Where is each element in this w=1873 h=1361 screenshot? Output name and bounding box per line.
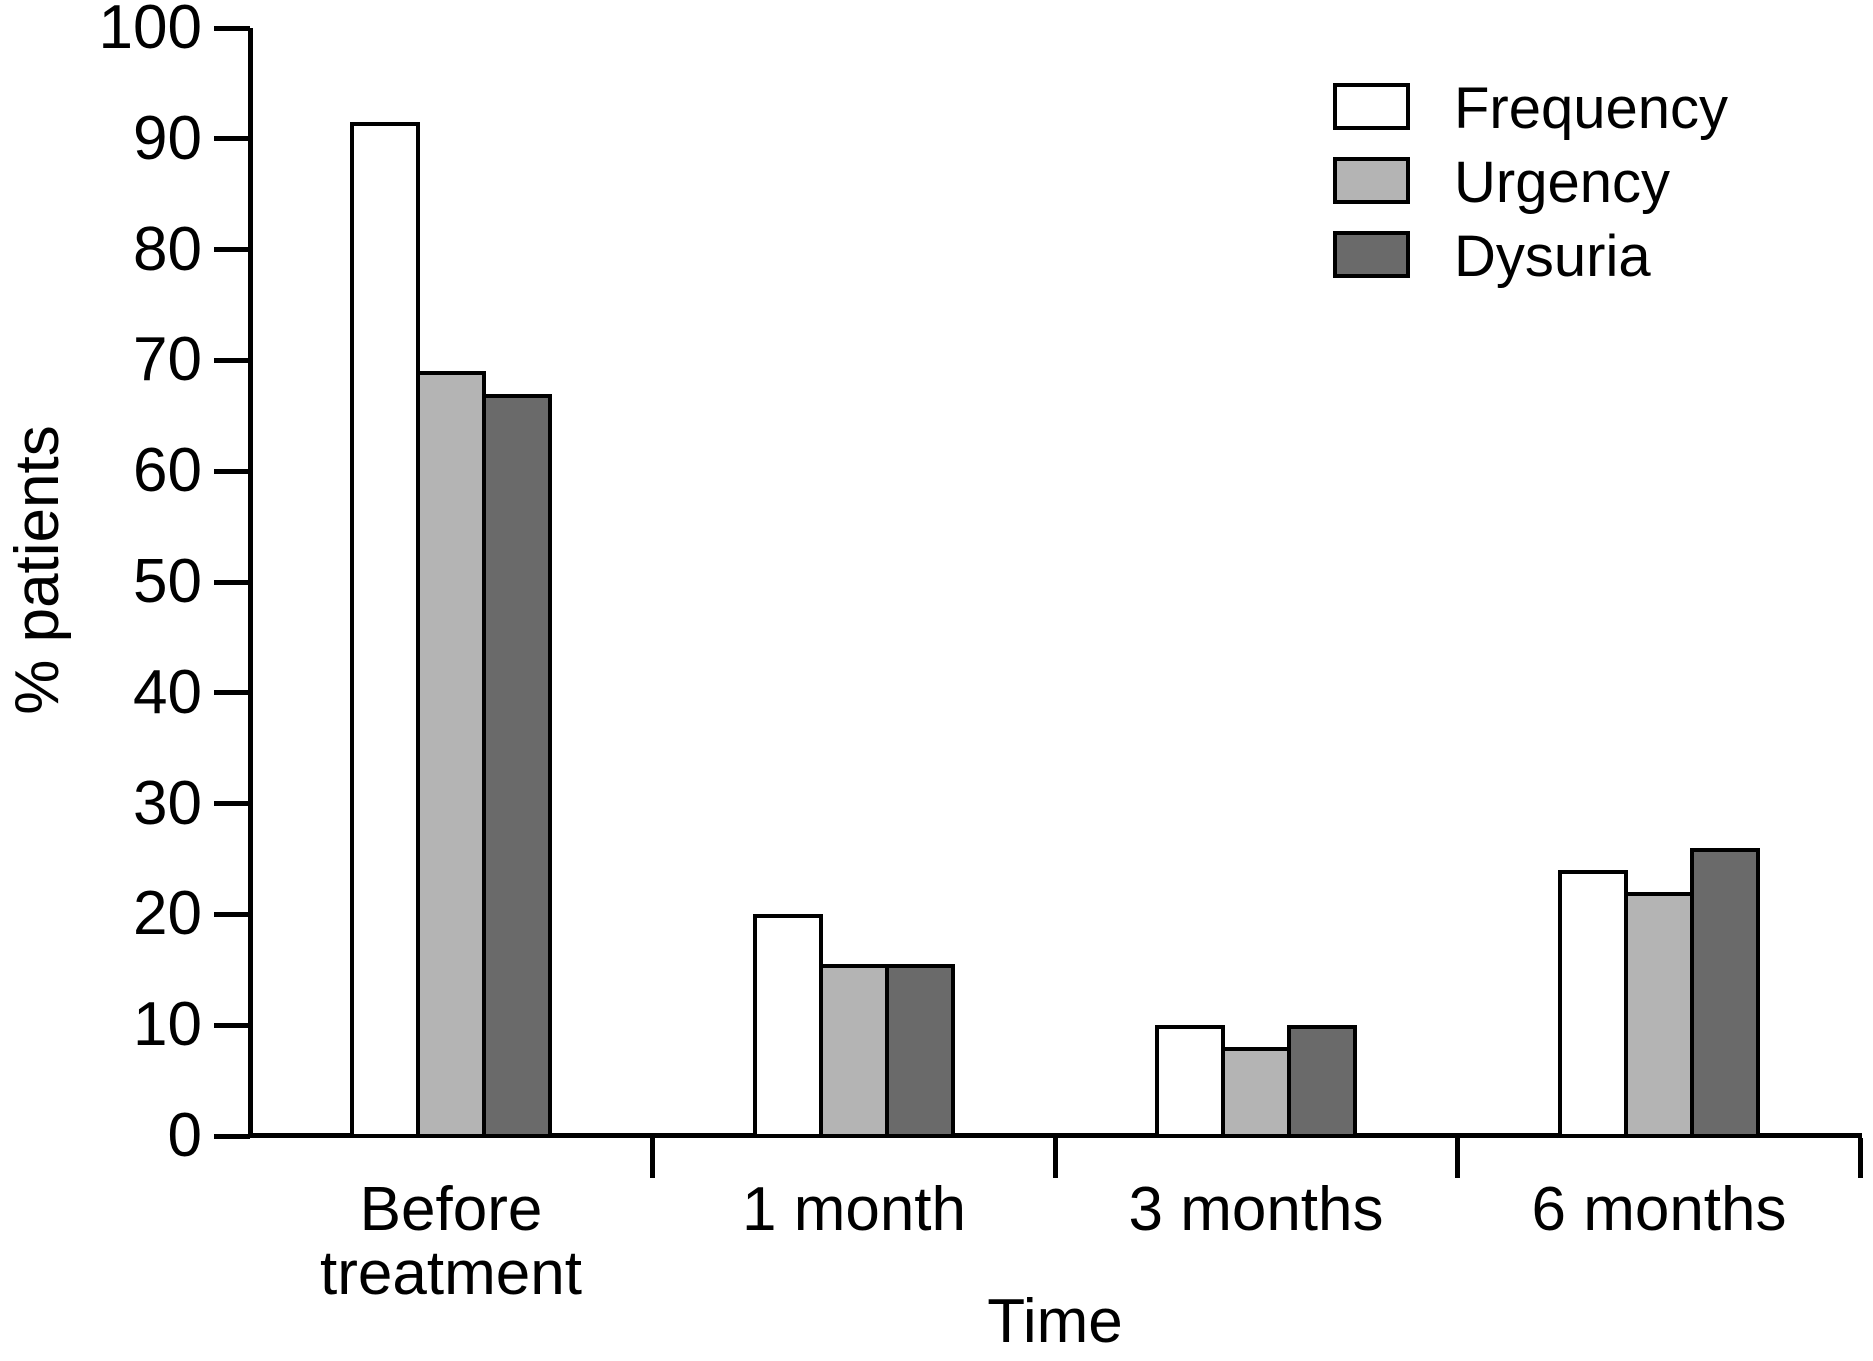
y-tick-label: 30 — [133, 769, 202, 838]
y-tick-label: 80 — [133, 215, 202, 284]
y-tick-label: 40 — [133, 658, 202, 727]
bar-frequency-before-treatment — [350, 122, 420, 1138]
y-tick — [214, 1134, 250, 1139]
y-tick-label: 90 — [133, 104, 202, 173]
bar-frequency-1-month — [753, 914, 823, 1138]
y-tick-label: 0 — [167, 1101, 202, 1170]
y-tick — [214, 247, 250, 252]
legend-label-dysuria: Dysuria — [1454, 224, 1651, 289]
y-tick-label: 20 — [133, 879, 202, 948]
bar-dysuria-6-months — [1690, 848, 1760, 1138]
bar-urgency-6-months — [1624, 892, 1694, 1138]
bar-dysuria-before-treatment — [482, 394, 552, 1138]
y-tick — [214, 26, 250, 31]
bar-urgency-before-treatment — [416, 371, 486, 1138]
legend-item-dysuria: Dysuria — [1333, 221, 1651, 287]
y-tick-label: 60 — [133, 436, 202, 505]
x-category-label-6-months: 6 months — [1531, 1175, 1787, 1244]
y-tick — [214, 801, 250, 806]
x-axis-title: Time — [987, 1287, 1123, 1356]
x-tick — [1455, 1138, 1460, 1178]
y-tick-label: 100 — [98, 0, 202, 62]
y-tick-label: 10 — [133, 990, 202, 1059]
y-tick — [214, 580, 250, 585]
y-tick — [214, 469, 250, 474]
legend-item-frequency: Frequency — [1333, 73, 1728, 139]
legend-label-urgency: Urgency — [1454, 150, 1670, 215]
bar-dysuria-3-months — [1287, 1025, 1357, 1138]
y-tick — [214, 358, 250, 363]
x-tick — [1053, 1138, 1058, 1178]
bar-urgency-1-month — [819, 964, 889, 1138]
bar-urgency-3-months — [1221, 1047, 1291, 1138]
x-tick — [650, 1138, 655, 1178]
x-axis-line — [248, 1133, 1862, 1138]
x-category-label-before-treatment: Before treatment — [320, 1175, 582, 1308]
x-category-label-3-months: 3 months — [1128, 1175, 1384, 1244]
legend-label-frequency: Frequency — [1454, 76, 1729, 141]
bar-frequency-6-months — [1558, 870, 1628, 1138]
y-tick-label: 70 — [133, 325, 202, 394]
legend-swatch-urgency — [1333, 156, 1410, 204]
bar-frequency-3-months — [1155, 1025, 1225, 1138]
bar-dysuria-1-month — [885, 964, 955, 1138]
y-tick-label: 50 — [133, 547, 202, 616]
x-category-label-1-month: 1 month — [741, 1175, 967, 1244]
y-tick — [214, 690, 250, 695]
legend-swatch-frequency — [1333, 82, 1410, 130]
y-tick — [214, 1023, 250, 1028]
y-tick — [214, 912, 250, 917]
legend-item-urgency: Urgency — [1333, 147, 1670, 213]
x-tick — [1858, 1138, 1863, 1178]
y-tick — [214, 136, 250, 141]
y-axis-line — [248, 28, 253, 1138]
legend-swatch-dysuria — [1333, 230, 1410, 278]
